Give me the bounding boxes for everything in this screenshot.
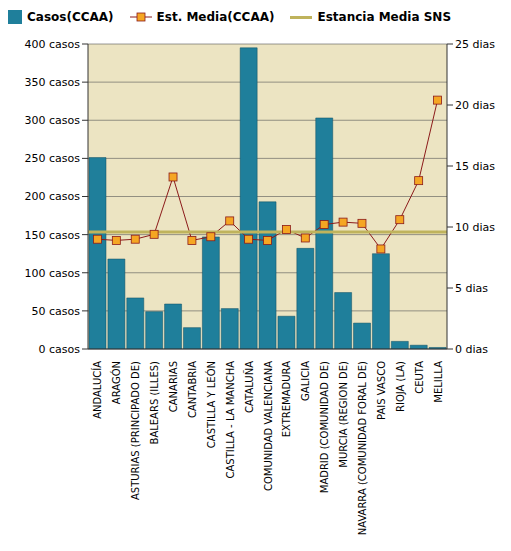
svg-text:GALICIA: GALICIA [300, 361, 311, 401]
html-text:Est. Media(CCAA): Est. Media(CCAA) [156, 10, 275, 24]
svg-text:COMUNIDAD VALENCIANA: COMUNIDAD VALENCIANA [263, 361, 274, 491]
html-text:Estancia Media SNS: Estancia Media SNS [317, 10, 452, 24]
svg-text:200 casos: 200 casos [25, 190, 81, 203]
svg-text:CATALUÑA: CATALUÑA [243, 361, 255, 413]
svg-text:NAVARRA (COMUNIDAD FORAL DE): NAVARRA (COMUNIDAD FORAL DE) [357, 361, 368, 535]
svg-text:PAIS VASCO: PAIS VASCO [376, 361, 387, 420]
svg-text:CANARIAS: CANARIAS [168, 361, 179, 412]
svg-text:EXTREMADURA: EXTREMADURA [281, 361, 292, 437]
svg-text:MURCIA (REGION DE): MURCIA (REGION DE) [338, 361, 349, 468]
svg-text:BALEARS (ILLES): BALEARS (ILLES) [149, 361, 160, 445]
svg-text:10 dias: 10 dias [455, 221, 495, 234]
svg-text:ASTURIAS (PRINCIPADO DE): ASTURIAS (PRINCIPADO DE) [130, 361, 141, 500]
html-text:Casos(CCAA): Casos(CCAA) [27, 10, 114, 24]
svg-text:300 casos: 300 casos [25, 114, 81, 127]
svg-text:50 casos: 50 casos [32, 305, 81, 318]
svg-text:CASTILLA - LA MANCHA: CASTILLA - LA MANCHA [225, 361, 236, 479]
svg-text:0 casos: 0 casos [39, 343, 81, 356]
svg-text:CASTILLA Y LEÓN: CASTILLA Y LEÓN [205, 361, 217, 448]
svg-text:20 dias: 20 dias [455, 99, 495, 112]
svg-text:25 dias: 25 dias [455, 38, 495, 51]
svg-text:5 dias: 5 dias [455, 282, 488, 295]
svg-text:MADRID (COMUNIDAD DE): MADRID (COMUNIDAD DE) [319, 361, 330, 493]
svg-text:400 casos: 400 casos [25, 38, 81, 51]
svg-text:15 dias: 15 dias [455, 160, 495, 173]
svg-text:350 casos: 350 casos [25, 76, 81, 89]
svg-text:0 dias: 0 dias [455, 343, 488, 356]
svg-text:250 casos: 250 casos [25, 152, 81, 165]
svg-text:100 casos: 100 casos [25, 267, 81, 280]
svg-text:CEUTA: CEUTA [414, 361, 425, 394]
svg-text:ARAGÓN: ARAGÓN [110, 361, 122, 404]
svg-text:RIOJA (LA): RIOJA (LA) [395, 361, 406, 412]
svg-text:ANDALUCÍA: ANDALUCÍA [91, 361, 103, 419]
svg-text:150 casos: 150 casos [25, 229, 81, 242]
svg-text:MELILLA: MELILLA [433, 361, 444, 403]
svg-text:CANTABRIA: CANTABRIA [187, 361, 198, 418]
